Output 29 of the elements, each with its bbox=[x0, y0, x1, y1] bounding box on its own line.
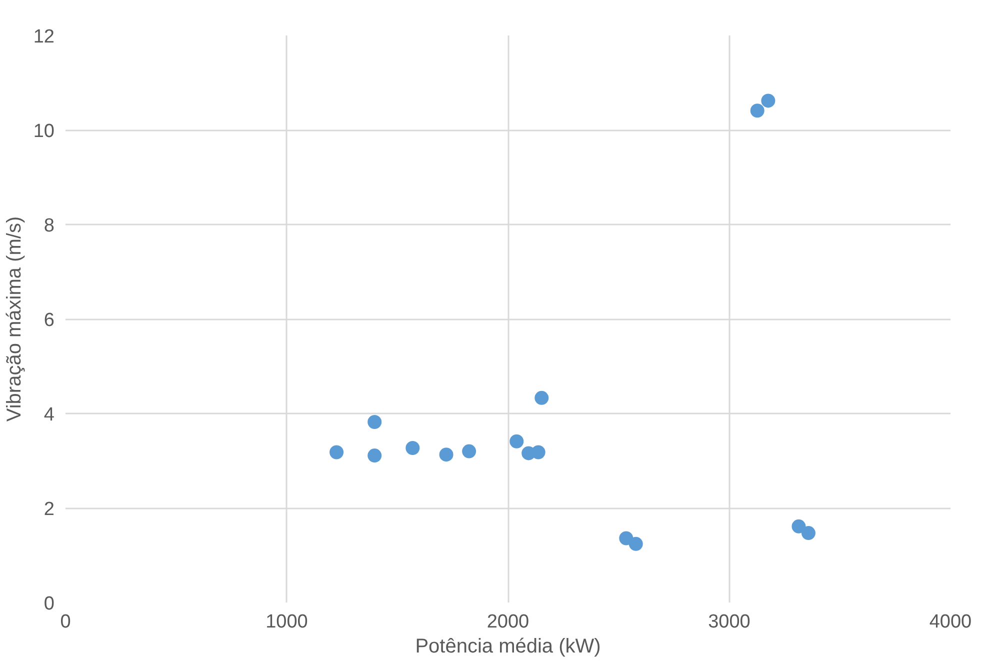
point bbox=[368, 448, 382, 463]
y-tick-label: 6 bbox=[44, 310, 55, 331]
point bbox=[750, 104, 764, 118]
y-tick-label: 12 bbox=[33, 26, 55, 48]
y-tick-label: 4 bbox=[44, 404, 55, 426]
point bbox=[330, 445, 344, 460]
y-tick-label: 0 bbox=[44, 594, 55, 614]
y-tick-label: 2 bbox=[44, 499, 55, 520]
x-tick-label: 4000 bbox=[929, 612, 972, 632]
point bbox=[619, 531, 634, 546]
point bbox=[628, 536, 643, 551]
point bbox=[439, 448, 454, 462]
point bbox=[406, 441, 420, 455]
point bbox=[792, 519, 806, 534]
point bbox=[534, 390, 549, 405]
point bbox=[761, 94, 776, 108]
x-tick-label: 2000 bbox=[486, 612, 530, 632]
point bbox=[510, 434, 524, 448]
x-tick-label: 1000 bbox=[266, 612, 308, 632]
y-tick-label: 8 bbox=[44, 216, 55, 236]
y-axis-title: Vibração máxima (m/s) bbox=[3, 216, 26, 422]
point bbox=[462, 444, 476, 458]
point bbox=[531, 445, 546, 460]
x-tick-label: 3000 bbox=[708, 612, 750, 632]
point bbox=[801, 526, 816, 540]
point bbox=[368, 415, 382, 429]
x-axis-title: Potência média (kW) bbox=[415, 636, 601, 658]
x-tick-label: 0 bbox=[60, 612, 71, 632]
y-tick-label: 10 bbox=[33, 121, 55, 142]
